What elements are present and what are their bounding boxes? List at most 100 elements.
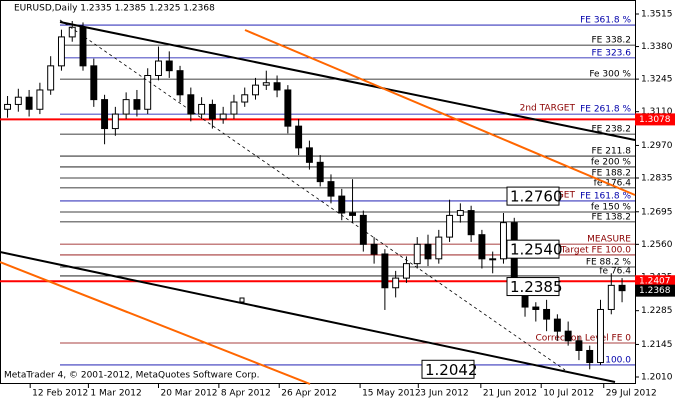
y-tick-label: 1.2835 <box>641 174 673 184</box>
candle-body <box>564 330 572 342</box>
level-label: FE 338.2 <box>592 36 632 46</box>
level-label: Fe 300 % <box>589 70 631 80</box>
chart-title: EURUSD,Daily 1.2335 1.2385 1.2325 1.2368 <box>14 4 215 14</box>
x-tick-label: 21 Jun 2012 <box>483 389 537 399</box>
candle-body <box>144 74 152 110</box>
x-tick-label: 1 Mar 2012 <box>90 389 141 399</box>
candle-body <box>618 284 626 292</box>
candle-body <box>47 65 55 91</box>
price-tag-label: 1.2368 <box>639 286 671 296</box>
candle-body <box>553 318 561 332</box>
y-tick-label: 1.3245 <box>641 75 673 85</box>
channel-line <box>0 261 311 385</box>
price-box-label: 1.2385 <box>510 278 563 296</box>
y-tick-label: 1.2010 <box>641 373 673 383</box>
price-box-label: 1.2540 <box>510 241 563 259</box>
candle-body <box>252 84 259 96</box>
price-tag <box>635 113 675 126</box>
x-tick-label: 15 May 2012 <box>362 389 421 399</box>
price-tag-label: 1.3078 <box>639 115 671 125</box>
candle-body <box>381 253 389 289</box>
candle-body <box>68 26 76 38</box>
candle-body <box>111 113 119 130</box>
candle-body <box>413 243 421 265</box>
candle-body <box>456 210 464 216</box>
candle-body <box>101 99 109 130</box>
price-tag <box>635 275 675 288</box>
price-box-label: 1.2042 <box>425 361 478 379</box>
y-tick-label: 1.2560 <box>641 240 673 250</box>
target-label: 2nd TARGET <box>520 104 576 114</box>
candle-body <box>316 161 324 183</box>
y-tick-label: 1.2695 <box>641 207 673 217</box>
candle-body <box>155 60 162 76</box>
level-label: MEASURE <box>587 235 631 245</box>
candle-body <box>79 26 87 67</box>
candle-body <box>219 113 227 120</box>
level-label: fe 200 % <box>591 157 632 167</box>
candle-body <box>489 258 497 261</box>
x-tick-label: 12 Feb 2012 <box>32 389 88 399</box>
candle-body <box>230 101 238 115</box>
candle-body <box>575 340 583 351</box>
level-label: FE 88.2 % <box>586 258 632 268</box>
candle-body <box>198 103 206 115</box>
candle-body <box>532 306 540 310</box>
level-label: fe 176.4 <box>594 178 632 188</box>
candle-body <box>25 96 33 110</box>
channel-line <box>244 29 636 196</box>
plot-layer: FE 361.8 % FE 338.2 FE 323.6 Fe 300 % FE 261… <box>0 16 635 379</box>
y-tick-label: 1.2970 <box>641 141 673 151</box>
candle-body <box>607 284 615 310</box>
candle-body <box>500 222 507 260</box>
level-label: fe 76.4 <box>599 266 631 276</box>
candle-body <box>597 308 604 364</box>
x-tick-label: 26 Apr 2012 <box>281 389 337 399</box>
price-box <box>421 359 475 379</box>
price-box <box>506 239 560 259</box>
level-label: FE 261.8 % <box>580 105 631 115</box>
x-tick-label: 3 Jun 2012 <box>420 389 468 399</box>
candle-body <box>90 65 98 101</box>
candle-body <box>176 70 184 96</box>
level-label: FE 161.8 % <box>580 191 631 201</box>
candle-body <box>165 60 173 72</box>
price-tag-label: 1.2407 <box>639 277 671 287</box>
y-tick-label: 1.3515 <box>641 9 673 19</box>
x-tick-label: 10 Jul 2012 <box>543 389 594 399</box>
level-label: FE 361.8 % <box>580 16 631 26</box>
copyright: MetaTrader 4, © 2001-2012, MetaQuotes So… <box>4 371 260 381</box>
candle-body <box>122 99 130 115</box>
candle-body <box>273 82 281 91</box>
candle-body <box>4 103 12 110</box>
y-tick-label: 1.3110 <box>641 107 673 117</box>
candle-body <box>435 236 443 260</box>
price-tag <box>635 284 675 297</box>
x-tick-label: 8 Apr 2012 <box>221 389 271 399</box>
plot-frame <box>0 0 636 384</box>
candle-body <box>295 125 303 149</box>
candle-body <box>370 243 378 255</box>
price-box <box>506 186 560 206</box>
x-tick-label: 29 Jul 2012 <box>606 389 657 399</box>
candle-body <box>133 99 141 110</box>
candle-body <box>467 210 475 236</box>
candle-body <box>424 243 432 260</box>
candle-body <box>338 195 346 214</box>
y-tick-label: 1.3380 <box>641 42 673 52</box>
candle-body <box>284 89 292 127</box>
price-box-label: 1.2760 <box>510 188 563 206</box>
level-label: FE 211.8 <box>592 147 632 157</box>
candle-body <box>446 214 454 238</box>
level-label: Correction Level FE 0 <box>536 333 632 343</box>
trend-line <box>59 21 636 141</box>
level-label: FE 138.2 <box>592 212 632 222</box>
trend-line <box>0 251 616 383</box>
candle-body <box>327 181 335 197</box>
y-tick-label: 1.2145 <box>641 340 673 350</box>
candle-body <box>57 36 65 67</box>
candle-body <box>14 96 22 105</box>
anchor-point <box>239 297 245 303</box>
